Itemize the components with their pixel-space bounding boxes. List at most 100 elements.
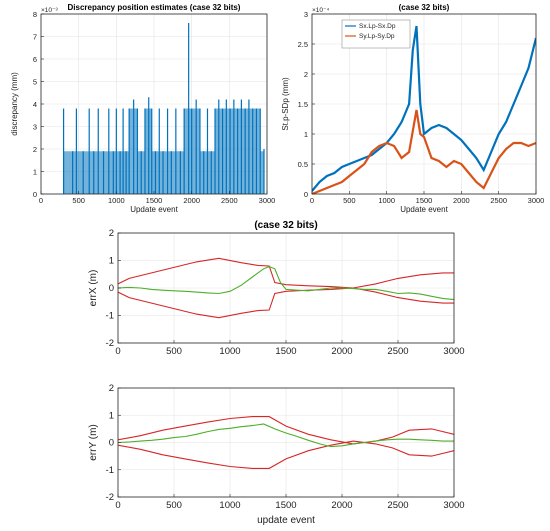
series-line-1 xyxy=(118,440,454,469)
y-tick-label: 6 xyxy=(33,55,37,64)
y-tick-label: -2 xyxy=(106,492,114,503)
x-tick-label: 3000 xyxy=(443,346,464,357)
spike-fill-26 xyxy=(175,151,181,194)
series-line-1 xyxy=(312,109,536,194)
y-tick-label: 2.5 xyxy=(298,40,308,49)
spike-fill-11 xyxy=(120,151,124,194)
x-tick-label: 500 xyxy=(72,196,85,205)
x-tick-label: 3000 xyxy=(259,196,276,205)
spike-fill-12 xyxy=(123,151,127,194)
x-tick-label: 500 xyxy=(343,196,356,205)
y-tick-label: 3 xyxy=(304,10,308,19)
spike-fill-33 xyxy=(203,151,208,194)
series-line-0 xyxy=(118,257,454,289)
spike-fill-22 xyxy=(159,151,164,194)
spike-fill-46 xyxy=(252,108,257,194)
plot-marks xyxy=(118,257,454,319)
legend: Sx.Lp-Sx.Dp Sy.Lp-Sy.Dp xyxy=(341,19,411,49)
y-tick-label: 0 xyxy=(33,190,37,199)
y-tick-label: 0 xyxy=(109,283,114,294)
x-tick-label: 0 xyxy=(115,500,120,511)
legend-box xyxy=(341,19,411,49)
spike-fill-10 xyxy=(116,151,121,194)
spike-fill-7 xyxy=(103,151,109,194)
x-tick-label: 0 xyxy=(310,196,314,205)
x-tick-label: 1500 xyxy=(275,346,296,357)
spike-fill-40 xyxy=(230,108,234,194)
x-tick-label: 2500 xyxy=(221,196,238,205)
y-tick-label: 2 xyxy=(109,228,114,239)
spike-fill-47 xyxy=(256,108,261,194)
x-tick-label: 1500 xyxy=(416,196,433,205)
x-tick-label: 1500 xyxy=(275,500,296,511)
spike-fill-42 xyxy=(237,108,242,194)
chart-discrepancy: 0 500 1000 1500 2000 2500 3000 0 1 2 3 4 5 6 7 8 Discrep… xyxy=(10,3,275,214)
series-line-2 xyxy=(118,266,454,301)
y-tick-label: 0 xyxy=(304,190,308,199)
chart-title: (case 32 bits) xyxy=(254,220,317,231)
spike-fill-29 xyxy=(188,108,192,194)
spike-fill-23 xyxy=(163,151,168,194)
plot-marks xyxy=(62,23,265,194)
x-tick-label: 500 xyxy=(166,500,182,511)
spike-fill-9 xyxy=(113,151,117,194)
x-tick-label: 1000 xyxy=(219,500,240,511)
spike-fill-41 xyxy=(233,108,238,194)
y-tick-label: 8 xyxy=(33,10,37,19)
x-tick-label: 1500 xyxy=(146,196,163,205)
spike-fill-28 xyxy=(184,108,189,194)
spike-fill-36 xyxy=(215,108,219,194)
spike-fill-14 xyxy=(129,108,134,194)
x-axis-label: Update event xyxy=(400,205,448,214)
spike-fill-16 xyxy=(137,151,142,194)
x-tick-label: 1000 xyxy=(108,196,125,205)
y-tick-label: 2 xyxy=(304,70,308,79)
spike-fill-37 xyxy=(218,108,223,194)
y-tick-label: 0 xyxy=(109,438,114,449)
x-tick-label: 0 xyxy=(115,346,120,357)
x-tick-label: 2000 xyxy=(183,196,200,205)
spike-fill-19 xyxy=(148,108,152,194)
x-tick-label: 2000 xyxy=(331,346,352,357)
spike-fill-5 xyxy=(93,151,99,194)
spike-fill-43 xyxy=(241,108,246,194)
x-tick-label: 0 xyxy=(39,196,43,205)
series-line-0 xyxy=(118,416,454,445)
spike-fill-17 xyxy=(141,151,145,194)
spike-fill-38 xyxy=(222,108,227,194)
y-tick-label: 1 xyxy=(109,256,114,267)
spike-fill-32 xyxy=(199,151,204,194)
x-tick-label: 500 xyxy=(166,346,182,357)
spike-fill-0 xyxy=(63,151,73,194)
spike-fill-1 xyxy=(72,151,77,194)
y-tick-label: 3 xyxy=(33,123,37,132)
series-line-1 xyxy=(118,287,454,319)
spike-fill-4 xyxy=(89,151,94,194)
y-tick-label: 1.5 xyxy=(298,100,308,109)
x-tick-label: 2000 xyxy=(453,196,470,205)
chart-errX: 0 500 1000 1500 2000 2500 3000 -2 -1 0 1 2 (case 32 … xyxy=(88,220,465,357)
y-tick-label: 1 xyxy=(304,130,308,139)
x-axis-label: Update event xyxy=(130,205,178,214)
spike-fill-13 xyxy=(126,151,130,194)
y-axis-label: St.p-SDp (mm) xyxy=(281,77,290,131)
series-line-0 xyxy=(312,25,536,192)
chart-title: Discrepancy position estimates (case 32 … xyxy=(68,3,241,12)
series-line-2 xyxy=(118,423,454,448)
y-exponent-label: ×10⁻⁴ xyxy=(312,7,329,14)
spike-fill-45 xyxy=(248,108,253,194)
y-tick-label: 1 xyxy=(109,410,114,421)
spike-fill-44 xyxy=(245,108,249,194)
x-tick-label: 1000 xyxy=(378,196,395,205)
spike-fill-39 xyxy=(226,108,231,194)
spike-fill-34 xyxy=(207,151,212,194)
spike-fill-27 xyxy=(180,151,185,194)
spike-fill-3 xyxy=(83,151,90,194)
spike-fill-21 xyxy=(155,151,160,194)
spike-fill-15 xyxy=(133,108,138,194)
x-axis-label: update event xyxy=(257,515,315,526)
y-tick-label: -1 xyxy=(106,311,114,322)
y-tick-label: 0.5 xyxy=(298,160,308,169)
spike-fill-48 xyxy=(260,151,264,194)
